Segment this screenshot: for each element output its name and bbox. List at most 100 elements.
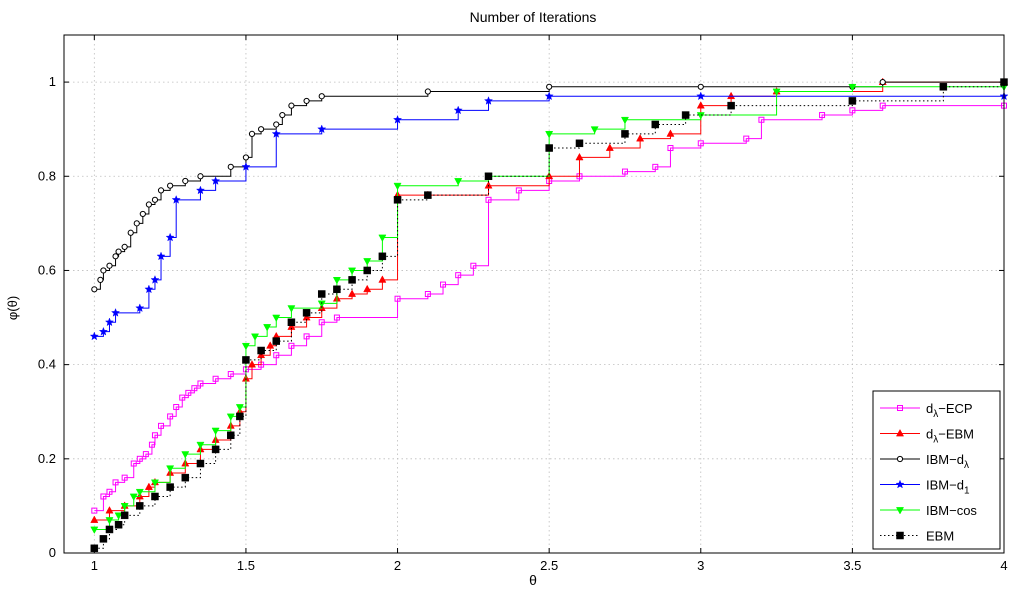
data-point [636, 134, 645, 142]
data-point [287, 318, 296, 327]
data-point [288, 102, 295, 109]
data-point [348, 289, 357, 297]
legend-label: IBM−dλ [926, 452, 969, 471]
data-point [97, 276, 104, 283]
x-tick-label: 2 [394, 558, 401, 573]
data-point [98, 326, 108, 336]
data-point [484, 172, 493, 181]
data-point [697, 140, 704, 147]
data-point [91, 286, 98, 293]
data-point [235, 404, 244, 412]
data-point [241, 342, 250, 351]
data-point [272, 314, 281, 323]
data-point [895, 507, 905, 515]
series-3 [89, 91, 1009, 341]
data-point [470, 262, 477, 269]
data-point [99, 535, 108, 543]
data-point [652, 163, 659, 170]
data-point [196, 441, 205, 450]
data-point [156, 251, 166, 261]
data-point [605, 143, 614, 151]
data-point [121, 243, 128, 251]
y-tick-label: 0.2 [38, 451, 56, 466]
data-point [303, 333, 310, 340]
data-point [242, 356, 250, 364]
data-point [257, 126, 265, 133]
y-tick-label: 0.6 [38, 262, 56, 277]
data-point [895, 479, 905, 489]
data-point [100, 267, 107, 274]
data-point [896, 531, 904, 540]
data-point [191, 385, 198, 392]
data-point [424, 88, 431, 95]
data-point [133, 220, 140, 227]
data-point [105, 525, 114, 534]
data-point [348, 267, 357, 275]
y-tick-label: 1 [49, 74, 56, 89]
grid [64, 35, 1005, 554]
data-point [620, 116, 629, 125]
data-point [171, 195, 181, 204]
data-point [727, 91, 736, 100]
data-point [848, 83, 857, 92]
y-axis-label: φ(θ) [5, 296, 20, 320]
data-point [271, 129, 281, 138]
data-point [114, 520, 123, 529]
legend-label-sub: λ [933, 409, 938, 420]
series-group [89, 77, 1009, 553]
data-point [303, 97, 310, 105]
data-point [453, 105, 463, 115]
data-point [288, 342, 295, 349]
data-point [263, 324, 272, 332]
y-tick-label: 0.4 [38, 357, 56, 372]
data-point [332, 277, 341, 285]
legend-label: IBM−cos [926, 503, 977, 518]
data-point [106, 488, 113, 495]
data-point [302, 309, 311, 317]
data-point [879, 78, 886, 86]
data-point [696, 91, 706, 101]
legend-label-main: EBM [926, 529, 954, 544]
data-point [136, 455, 143, 462]
data-point [849, 107, 856, 114]
data-point [394, 295, 401, 302]
data-point [91, 507, 98, 514]
data-point [182, 177, 189, 185]
x-tick-label: 3 [697, 558, 704, 573]
data-point [287, 305, 296, 313]
series-5 [90, 78, 1008, 553]
data-point [135, 303, 145, 312]
data-point [104, 317, 115, 327]
data-point [393, 115, 403, 124]
data-point [130, 460, 137, 467]
x-axis-label: θ [529, 572, 537, 588]
data-point [227, 431, 235, 440]
chart-title: Number of Iterations [470, 9, 597, 25]
data-point [317, 290, 326, 298]
ticks: 1 1.5 2 2.5 3 3.5 4 0 0.2 0.4 0.6 0.8 1 [38, 35, 1008, 573]
data-point [227, 163, 234, 170]
x-tick-label: 3.5 [843, 558, 861, 573]
data-point [248, 130, 256, 137]
data-point [424, 291, 431, 297]
data-point [211, 176, 221, 185]
data-point [393, 182, 402, 191]
data-point [485, 196, 492, 203]
data-point [120, 511, 129, 520]
legend-label: dλ−EBM [926, 427, 974, 446]
data-point [142, 451, 149, 458]
series-4 [90, 83, 1009, 534]
legend-entry: IBM−dλ [880, 452, 969, 471]
data-point [696, 101, 705, 109]
data-point [848, 97, 857, 105]
data-point [135, 488, 144, 497]
data-point [136, 502, 144, 510]
data-point [363, 266, 371, 275]
data-point [546, 83, 553, 90]
legend-label: IBM−d1 [926, 478, 970, 497]
data-point [333, 314, 340, 321]
data-point [697, 83, 704, 90]
data-point [129, 493, 138, 502]
legend-label-sub: λ [964, 460, 969, 471]
